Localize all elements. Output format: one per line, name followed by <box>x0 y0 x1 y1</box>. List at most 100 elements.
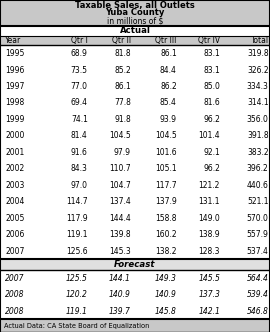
Text: 83.1: 83.1 <box>203 49 220 58</box>
Text: 69.4: 69.4 <box>71 99 88 108</box>
Text: 440.6: 440.6 <box>247 181 269 190</box>
Text: 84.3: 84.3 <box>71 164 88 173</box>
Text: 139.8: 139.8 <box>109 230 131 239</box>
Text: 73.5: 73.5 <box>71 66 88 75</box>
Text: 2000: 2000 <box>5 131 25 140</box>
Text: 92.1: 92.1 <box>203 148 220 157</box>
Text: Qtr IV: Qtr IV <box>198 36 220 45</box>
Text: 81.8: 81.8 <box>114 49 131 58</box>
Text: Taxable Sales, all Outlets: Taxable Sales, all Outlets <box>75 1 195 10</box>
Text: in millions of $: in millions of $ <box>107 16 163 25</box>
Text: 570.0: 570.0 <box>247 214 269 223</box>
Text: 105.1: 105.1 <box>155 164 177 173</box>
Text: 131.1: 131.1 <box>198 197 220 206</box>
Text: 137.4: 137.4 <box>109 197 131 206</box>
Text: 81.6: 81.6 <box>203 99 220 108</box>
Text: Year: Year <box>5 36 22 45</box>
Bar <box>0 177 270 194</box>
Text: 537.4: 537.4 <box>247 247 269 256</box>
Text: 140.9: 140.9 <box>109 290 131 299</box>
Text: Yuba County: Yuba County <box>105 8 165 17</box>
Bar <box>0 287 270 303</box>
Bar <box>0 0 270 26</box>
Text: 139.7: 139.7 <box>109 307 131 316</box>
Text: 539.4: 539.4 <box>247 290 269 299</box>
Text: 1995: 1995 <box>5 49 25 58</box>
Text: 104.5: 104.5 <box>109 131 131 140</box>
Text: 125.6: 125.6 <box>66 247 88 256</box>
Text: 84.4: 84.4 <box>160 66 177 75</box>
Text: 77.0: 77.0 <box>71 82 88 91</box>
Text: 97.9: 97.9 <box>114 148 131 157</box>
Text: 1999: 1999 <box>5 115 25 124</box>
Text: Qtr II: Qtr II <box>112 36 131 45</box>
Text: 546.8: 546.8 <box>247 307 269 316</box>
Text: 1997: 1997 <box>5 82 25 91</box>
Bar <box>0 194 270 210</box>
Text: 145.8: 145.8 <box>155 307 177 316</box>
Text: 117.9: 117.9 <box>66 214 88 223</box>
Text: 91.6: 91.6 <box>71 148 88 157</box>
Bar <box>0 45 270 62</box>
Text: 391.8: 391.8 <box>247 131 269 140</box>
Bar <box>0 36 270 45</box>
Bar <box>0 303 270 319</box>
Text: 149.0: 149.0 <box>198 214 220 223</box>
Bar <box>0 210 270 226</box>
Bar <box>0 128 270 144</box>
Text: 101.4: 101.4 <box>198 131 220 140</box>
Text: 564.4: 564.4 <box>247 274 269 283</box>
Text: 356.0: 356.0 <box>247 115 269 124</box>
Text: 142.1: 142.1 <box>198 307 220 316</box>
Text: 2001: 2001 <box>5 148 25 157</box>
Text: 144.1: 144.1 <box>109 274 131 283</box>
Text: 114.7: 114.7 <box>66 197 88 206</box>
Bar <box>0 270 270 287</box>
Text: 138.2: 138.2 <box>155 247 177 256</box>
Text: Qtr I: Qtr I <box>71 36 88 45</box>
Text: 557.9: 557.9 <box>247 230 269 239</box>
Text: 334.3: 334.3 <box>247 82 269 91</box>
Bar <box>0 144 270 161</box>
Bar <box>0 26 270 36</box>
Bar <box>0 226 270 243</box>
Bar <box>0 259 270 270</box>
Text: 96.2: 96.2 <box>203 164 220 173</box>
Bar <box>0 319 270 332</box>
Text: 2008: 2008 <box>5 290 25 299</box>
Text: 158.8: 158.8 <box>155 214 177 223</box>
Text: 119.1: 119.1 <box>66 307 88 316</box>
Text: Forecast: Forecast <box>114 260 156 269</box>
Text: 77.8: 77.8 <box>114 99 131 108</box>
Text: 144.4: 144.4 <box>109 214 131 223</box>
Text: 120.2: 120.2 <box>66 290 88 299</box>
Text: 81.4: 81.4 <box>71 131 88 140</box>
Text: 319.8: 319.8 <box>247 49 269 58</box>
Text: 85.2: 85.2 <box>114 66 131 75</box>
Text: 128.3: 128.3 <box>198 247 220 256</box>
Bar <box>0 78 270 95</box>
Text: 149.3: 149.3 <box>155 274 177 283</box>
Bar <box>0 111 270 128</box>
Text: 86.1: 86.1 <box>114 82 131 91</box>
Text: 145.3: 145.3 <box>109 247 131 256</box>
Text: 110.7: 110.7 <box>109 164 131 173</box>
Text: 121.2: 121.2 <box>199 181 220 190</box>
Text: 140.9: 140.9 <box>155 290 177 299</box>
Text: 138.9: 138.9 <box>198 230 220 239</box>
Text: 117.7: 117.7 <box>155 181 177 190</box>
Text: 2006: 2006 <box>5 230 25 239</box>
Text: 86.2: 86.2 <box>160 82 177 91</box>
Text: Qtr III: Qtr III <box>156 36 177 45</box>
Text: 104.5: 104.5 <box>155 131 177 140</box>
Text: 160.2: 160.2 <box>155 230 177 239</box>
Text: Actual: Actual <box>120 26 150 35</box>
Text: 85.0: 85.0 <box>203 82 220 91</box>
Text: 83.1: 83.1 <box>203 66 220 75</box>
Text: 125.5: 125.5 <box>66 274 88 283</box>
Text: 86.1: 86.1 <box>160 49 177 58</box>
Text: 2003: 2003 <box>5 181 25 190</box>
Text: 1998: 1998 <box>5 99 25 108</box>
Text: 2008: 2008 <box>5 307 25 316</box>
Bar <box>0 243 270 259</box>
